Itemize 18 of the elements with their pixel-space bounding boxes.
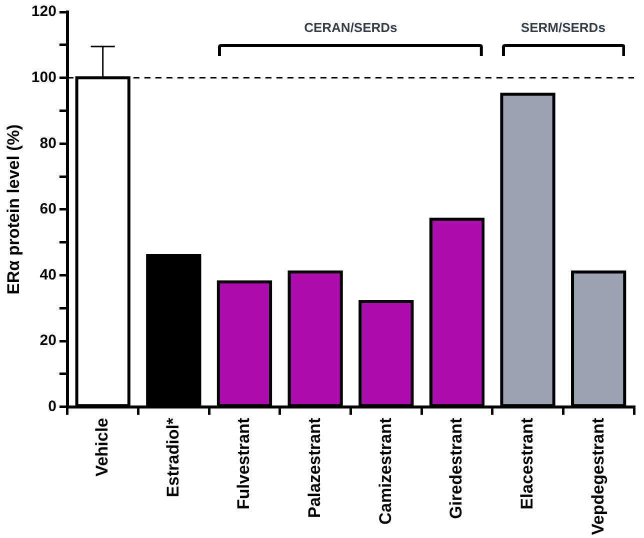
x-tick-label: Elacestrant (517, 418, 536, 510)
y-tick-label: 60 (40, 200, 56, 218)
x-tick-label: Vehicle (92, 418, 112, 476)
annotation: SERM/SERDs (520, 20, 606, 35)
y-tick-label: 0 (48, 398, 56, 415)
y-axis-title: ERα protein level (%) (4, 124, 23, 294)
x-tick-label: Vepdegestrant (588, 418, 608, 536)
y-tick-label: 20 (40, 332, 56, 350)
y-tick-label: 100 (31, 68, 56, 86)
annotation: CERAN/SERDs (303, 20, 398, 35)
x-tick-label: Camizestrant (376, 418, 395, 525)
x-tick-label: Giredestrant (446, 418, 466, 519)
x-tick-label: Estradiol* (163, 417, 182, 498)
x-tick-label: Fulvestrant (234, 418, 254, 510)
y-tick-label: 80 (40, 134, 56, 152)
x-tick-label: Palazestrant (304, 418, 324, 518)
y-tick-label: 40 (40, 266, 56, 284)
y-tick-label: 120 (31, 3, 56, 20)
